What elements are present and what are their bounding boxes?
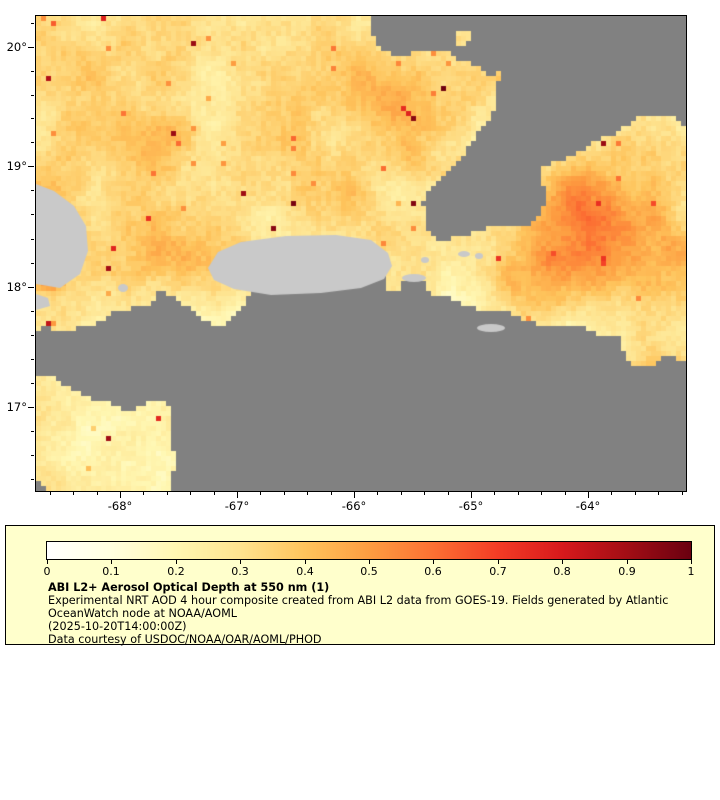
x-major-tick [588,492,589,498]
colorbar-tick [240,560,241,564]
x-minor-tick [400,492,402,495]
y-minor-tick [31,479,34,480]
aod-data-canvas [36,16,686,491]
y-tick-label: 20° [6,40,27,54]
x-minor-tick [494,492,496,495]
y-minor-tick [31,70,34,72]
x-major-tick [237,492,238,498]
x-minor-tick [190,492,192,495]
colorbar-tick [176,560,177,564]
colorbar-tick [691,560,692,564]
legend-credit: Data courtesy of USDOC/NOAA/OAR/AOML/PHO… [48,633,322,647]
colorbar-gradient [46,541,692,560]
x-tick-label: -65° [458,499,484,513]
y-major-tick [28,407,34,408]
legend-panel: ABI L2+ Aerosol Optical Depth at 550 nm … [5,525,715,646]
x-minor-tick [541,492,543,495]
colorbar-tick-label: 0.3 [231,565,249,578]
colorbar-tick [627,560,628,564]
y-tick-label: 19° [6,159,27,173]
x-minor-tick [634,492,636,495]
y-minor-tick [31,118,34,120]
colorbar-tick-label: 0.4 [296,565,314,578]
legend-title: ABI L2+ Aerosol Optical Depth at 550 nm … [48,581,330,594]
colorbar-tick [433,560,434,564]
x-tick-label: -67° [224,499,250,513]
y-minor-tick [31,262,34,264]
colorbar-tick-label: 0.9 [618,565,636,578]
x-minor-tick [143,492,145,495]
x-minor-tick [166,492,168,495]
colorbar-tick-label: 1 [687,565,695,578]
legend-description: Experimental NRT AOD 4 hour composite cr… [48,594,669,621]
legend-textblock: ABI L2+ Aerosol Optical Depth at 550 nm … [48,581,696,646]
x-major-tick [120,492,121,498]
x-major-tick [354,492,355,498]
y-minor-tick [31,142,34,144]
colorbar-tick [498,560,499,564]
map-frame [35,15,687,492]
x-minor-tick [377,492,379,495]
x-minor-tick [564,492,566,495]
colorbar-tick [47,560,48,564]
x-minor-tick [73,492,75,495]
y-minor-tick [31,190,34,192]
y-minor-tick [31,455,34,456]
colorbar-tick-label: 0.7 [489,565,507,578]
colorbar-tick-label: 0.1 [102,565,120,578]
x-minor-tick [307,492,309,495]
x-tick-label: -64° [575,499,601,513]
x-major-tick [471,492,472,498]
colorbar-tick [562,560,563,564]
x-minor-tick [283,492,285,495]
colorbar-tick [111,560,112,564]
x-minor-tick [330,492,332,495]
x-minor-tick [658,492,660,495]
y-minor-tick [31,23,34,25]
x-tick-label: -66° [341,499,367,513]
colorbar-tick [369,560,370,564]
x-minor-tick [517,492,519,495]
y-minor-tick [31,359,34,360]
y-major-tick [28,287,34,288]
colorbar-tick-label: 0 [43,565,51,578]
colorbar-tick-label: 0.5 [360,565,378,578]
x-tick-label: -68° [107,499,133,513]
x-minor-tick [424,492,426,495]
x-minor-tick [681,492,683,495]
y-minor-tick [31,335,34,336]
x-minor-tick [611,492,613,495]
y-tick-label: 17° [6,400,27,414]
x-minor-tick [213,492,215,495]
colorbar-tick [305,560,306,564]
y-minor-tick [31,238,34,240]
y-minor-tick [31,94,34,96]
y-major-tick [28,166,34,167]
y-minor-tick [31,383,34,384]
x-minor-tick [260,492,262,495]
colorbar-tick-label: 0.2 [167,565,185,578]
y-minor-tick [31,431,34,432]
x-minor-tick [96,492,98,495]
x-minor-tick [447,492,449,495]
colorbar-tick-label: 0.6 [424,565,442,578]
legend-timestamp: (2025-10-20T14:00:00Z) [48,620,187,634]
x-minor-tick [49,492,51,495]
colorbar-tick-label: 0.8 [553,565,571,578]
y-major-tick [28,47,34,48]
y-tick-label: 18° [6,280,27,294]
y-minor-tick [31,214,34,216]
y-minor-tick [31,311,34,312]
